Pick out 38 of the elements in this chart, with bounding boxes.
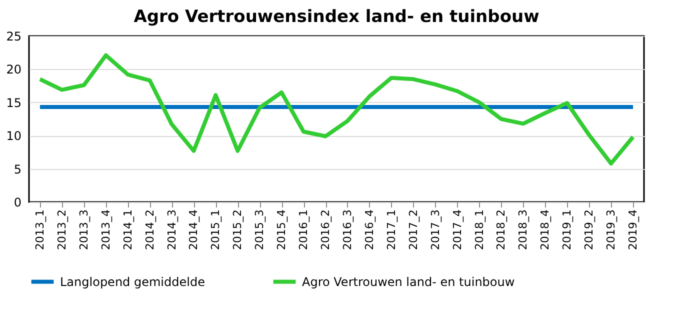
- legend-label: Agro Vertrouwen land- en tuinbouw: [302, 274, 515, 289]
- x-tick-label: 2019_3: [604, 210, 618, 250]
- x-tick-label: 2017_1: [384, 210, 398, 250]
- x-tick-label: 2018_4: [538, 210, 552, 250]
- x-tick-label: 2014_1: [121, 210, 134, 250]
- x-tick-label: 2015_1: [209, 210, 222, 250]
- x-tick-label: 2015_2: [231, 210, 244, 250]
- x-tick-label: 2014_2: [143, 210, 156, 250]
- x-tick-label: 2015_3: [253, 210, 266, 250]
- x-tick-label: 2013_3: [77, 210, 90, 250]
- x-tick-label: 2016_1: [297, 210, 310, 250]
- y-tick-label: 20: [6, 62, 22, 77]
- x-tick-label: 2017_2: [406, 210, 420, 250]
- chart-title: Agro Vertrouwensindex land- en tuinbouw: [134, 7, 540, 27]
- y-tick-label: 10: [6, 129, 22, 144]
- x-tick-label: 2013_2: [55, 210, 68, 250]
- x-tick-label: 2014_4: [187, 210, 200, 250]
- x-tick-label: 2019_1: [560, 210, 574, 250]
- x-tick-label: 2016_2: [319, 210, 332, 250]
- x-tick-label: 2017_3: [428, 210, 442, 250]
- x-tick-label: 2015_4: [275, 210, 288, 250]
- x-tick-label: 2019_2: [582, 210, 596, 250]
- x-tick-label: 2016_4: [362, 210, 376, 250]
- x-tick-label: 2014_3: [165, 210, 178, 250]
- x-tick-label: 2018_1: [472, 210, 486, 250]
- x-tick-label: 2016_3: [340, 210, 354, 250]
- line-series: [38, 53, 636, 166]
- x-tick-label: 2018_2: [494, 210, 508, 250]
- y-tick-label: 0: [14, 196, 22, 210]
- x-tick-label: 2017_4: [450, 210, 464, 250]
- legend-label: Langlopend gemiddelde: [60, 274, 205, 289]
- y-tick-label: 25: [6, 30, 22, 44]
- x-tick-label: 2018_3: [516, 210, 530, 250]
- y-tick-label: 15: [6, 96, 22, 110]
- x-tick-label: 2013_4: [99, 210, 112, 250]
- x-tick-label: 2013_1: [33, 210, 46, 250]
- y-tick-label: 5: [14, 162, 22, 176]
- x-tick-label: 2019_4: [626, 210, 640, 250]
